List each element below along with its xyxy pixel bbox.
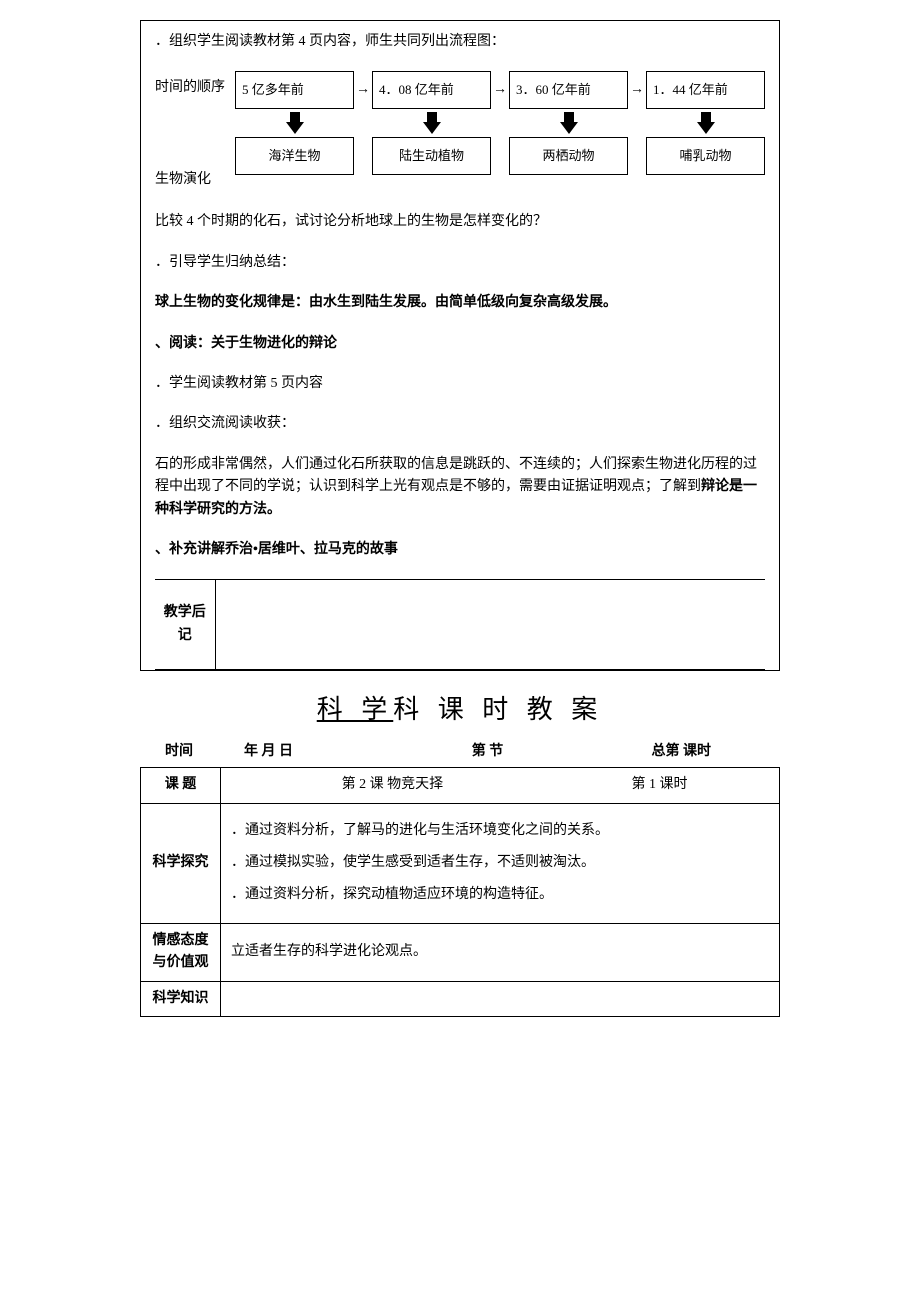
teaching-notes-cell (215, 580, 765, 670)
flow-top-2: 3．60 亿年前 (509, 71, 628, 109)
topic-cell: 第 2 课 物竞天择 第 1 课时 (221, 768, 780, 803)
meta-date: 年 月 日 第 节 总第 课时 (214, 741, 776, 763)
rule-text: 球上生物的变化规律是：由水生到陆生发展。由简单低级向复杂高级发展。 (155, 292, 765, 314)
flow-bot-0: 海洋生物 (235, 137, 354, 175)
teaching-notes-label: 教学后记 (155, 580, 215, 670)
explore-label: 科学探究 (141, 803, 221, 923)
down-arrow-icon (425, 112, 439, 134)
flow-top-3: 1．44 亿年前 (646, 71, 765, 109)
meta-time-label: 时间 (144, 741, 214, 763)
down-arrow-icon (288, 112, 302, 134)
teaching-notes-table: 教学后记 (155, 579, 765, 670)
h-arrow-icon: → (491, 83, 509, 97)
flow-bot-2: 两栖动物 (509, 137, 628, 175)
explore-item: ．通过资料分析，了解马的进化与生活环境变化之间的关系。 (231, 820, 769, 842)
flow-bot-1: 陆生动植物 (372, 137, 491, 175)
meta-row: 时间 年 月 日 第 节 总第 课时 (140, 741, 780, 767)
supplement-text: 、补充讲解乔治•居维叶、拉马克的故事 (155, 539, 765, 561)
lesson-plan-table: 课 题 第 2 课 物竞天择 第 1 课时 科学探究 ．通过资料分析，了解马的进… (140, 767, 780, 1017)
page-title: 科 学科 课 时 教 案 (140, 689, 780, 731)
explore-item: ．通过资料分析，探究动植物适应环境的构造特征。 (231, 884, 769, 906)
attitude-label: 情感态度与价值观 (141, 923, 221, 981)
flow-label-bio: 生物演化 (155, 169, 235, 191)
reading-heading: 、阅读：关于生物进化的辩论 (155, 333, 765, 355)
title-rest: 科 课 时 教 案 (393, 695, 603, 724)
attitude-cell: 立适者生存的科学进化论观点。 (221, 923, 780, 981)
h-arrow-icon: → (628, 83, 646, 97)
topic-name: 第 2 课 物竞天择 (231, 774, 554, 796)
h-arrow-icon: → (354, 83, 372, 97)
reading-item-1: ．学生阅读教材第 5 页内容 (155, 373, 765, 395)
flow-label-time: 时间的顺序 (155, 77, 235, 99)
question-text: 比较 4 个时期的化石，试讨论分析地球上的生物是怎样变化的？ (155, 211, 765, 233)
intro-text: ．组织学生阅读教材第 4 页内容，师生共同列出流程图： (155, 31, 765, 53)
down-arrow-icon (562, 112, 576, 134)
topic-period: 第 1 课时 (557, 774, 761, 796)
flow-top-1: 4．08 亿年前 (372, 71, 491, 109)
explore-cell: ．通过资料分析，了解马的进化与生活环境变化之间的关系。 ．通过模拟实验，使学生感… (221, 803, 780, 923)
title-underlined: 科 学 (317, 695, 394, 724)
knowledge-cell (221, 981, 780, 1016)
knowledge-label: 科学知识 (141, 981, 221, 1016)
flowchart: 时间的顺序 生物演化 5 亿多年前 → 4．08 亿年前 → 3．60 亿年前 … (155, 71, 765, 191)
flow-grid: 5 亿多年前 → 4．08 亿年前 → 3．60 亿年前 → 1．44 亿年前 … (235, 71, 765, 175)
down-arrow-icon (699, 112, 713, 134)
reading-body: 石的形成非常偶然，人们通过化石所获取的信息是跳跃的、不连续的；人们探索生物进化历… (155, 454, 765, 521)
explore-item: ．通过模拟实验，使学生感受到适者生存，不适则被淘汰。 (231, 852, 769, 874)
guide-text: ．引导学生归纳总结： (155, 252, 765, 274)
flow-top-0: 5 亿多年前 (235, 71, 354, 109)
reading-body-a: 石的形成非常偶然，人们通过化石所获取的信息是跳跃的、不连续的；人们探索生物进化历… (155, 457, 757, 494)
topic-label: 课 题 (141, 768, 221, 803)
flow-row-labels: 时间的顺序 生物演化 (155, 71, 235, 191)
lesson-content-box: ．组织学生阅读教材第 4 页内容，师生共同列出流程图： 时间的顺序 生物演化 5… (140, 20, 780, 671)
flow-bot-3: 哺乳动物 (646, 137, 765, 175)
reading-item-2: ．组织交流阅读收获： (155, 413, 765, 435)
